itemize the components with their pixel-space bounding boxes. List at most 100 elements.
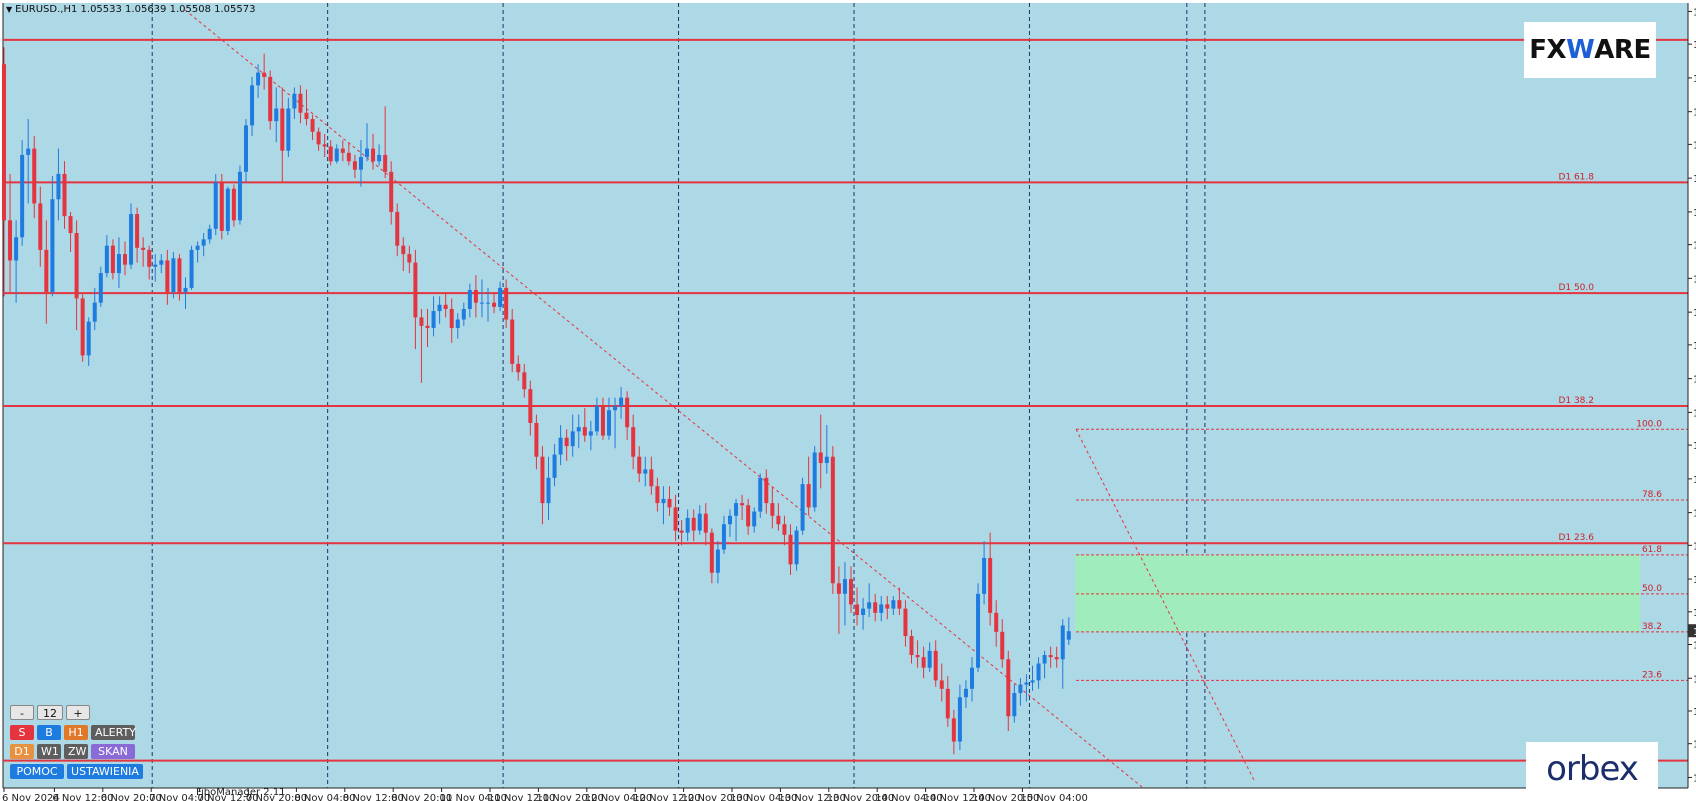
candle-body: [32, 148, 37, 204]
alerts-button[interactable]: ALERTY: [91, 725, 136, 740]
price-tick-label: 1.05195: [1693, 707, 1696, 718]
candle-body: [631, 427, 636, 457]
candle-body: [861, 608, 866, 615]
candle-body: [830, 456, 835, 584]
timeframe-d1-button[interactable]: D1: [10, 744, 34, 759]
zoom-minus-button[interactable]: -: [10, 705, 34, 720]
fib-level-label-5: 23.6: [1642, 670, 1662, 680]
candle-body: [982, 557, 987, 594]
price-tick-label: 1.07245: [1693, 274, 1696, 285]
candle-body: [159, 260, 164, 265]
timeframe-h1-button[interactable]: H1: [64, 725, 88, 740]
candle-body: [56, 173, 61, 200]
candle-body: [903, 608, 908, 637]
candle-body: [38, 203, 43, 250]
candle-body: [891, 600, 896, 609]
candle-body: [8, 220, 13, 261]
candle-body: [110, 245, 115, 274]
candle-body: [461, 308, 466, 320]
timeframe-w1-button[interactable]: W1: [37, 744, 61, 759]
price-tick-label: 1.05820: [1693, 575, 1696, 586]
candle-body: [244, 125, 248, 172]
candle-body: [812, 452, 817, 508]
candle-body: [292, 93, 297, 109]
candle-body: [213, 182, 218, 229]
candle-body: [673, 507, 678, 531]
time-axis-bg: [0, 788, 1688, 801]
price-axis-bg: [1688, 0, 1696, 801]
candle-body: [419, 317, 424, 326]
trade-row: S B H1 ALERTY: [10, 725, 136, 740]
sell-button[interactable]: S: [10, 725, 34, 740]
candle-body: [1018, 684, 1023, 694]
candle-body: [685, 517, 690, 533]
buy-button[interactable]: B: [37, 725, 61, 740]
d1-level-label-3: D1 38.2: [1558, 396, 1594, 406]
candle-body: [346, 152, 351, 162]
candle-body: [123, 254, 127, 265]
candle-body: [86, 321, 91, 356]
candle-body: [189, 249, 194, 288]
candle-body: [250, 85, 255, 126]
candle-body: [304, 112, 309, 120]
candle-body: [413, 262, 418, 318]
help-button[interactable]: POMOC: [10, 764, 64, 779]
time-tick-label: 14 Nov 20:00: [972, 793, 1039, 801]
candle-body: [340, 148, 345, 153]
candle-body: [885, 604, 890, 609]
zoom-value[interactable]: 12: [37, 705, 63, 720]
price-tick-label: 1.07085: [1693, 308, 1696, 319]
candle-body: [970, 667, 974, 689]
price-tick-label: 1.06770: [1693, 375, 1696, 386]
candle-body: [836, 583, 841, 594]
candle-body: [449, 308, 454, 328]
time-tick-label: 12 Nov 20:00: [682, 793, 749, 801]
time-tick-label: 14 Nov 04:00: [875, 793, 942, 801]
candle-body: [528, 389, 533, 423]
time-tick-label: 13 Nov 04:00: [730, 793, 797, 801]
candle-body: [734, 503, 739, 516]
candle-body: [1030, 680, 1035, 683]
candle-body: [867, 602, 872, 609]
zoom-plus-button[interactable]: +: [66, 705, 90, 720]
candle-body: [522, 372, 527, 390]
candle-body: [794, 530, 799, 565]
price-tick-label: 1.05040: [1693, 740, 1696, 751]
candle-body: [141, 247, 146, 250]
candle-body: [752, 511, 757, 527]
zw-button[interactable]: ZW: [64, 744, 88, 759]
candle-body: [504, 287, 509, 320]
candle-body: [486, 302, 490, 304]
candle-body: [219, 182, 224, 231]
candle-body: [44, 249, 49, 293]
timeframe-row: D1 W1 ZW SKAN: [10, 744, 135, 759]
candle-body: [467, 289, 472, 309]
candle-body: [721, 524, 726, 550]
time-tick-label: 7 Nov 04:00: [149, 793, 210, 801]
candle-body: [473, 289, 478, 303]
candle-body: [945, 688, 950, 719]
candle-body: [26, 148, 31, 155]
candle-body: [679, 530, 684, 533]
candle-body: [758, 477, 763, 512]
candle-body: [298, 93, 303, 113]
candle-body: [328, 146, 333, 162]
candle-body: [588, 431, 593, 436]
dropdown-triangle-icon[interactable]: ▼: [6, 5, 13, 14]
candle-body: [383, 154, 388, 172]
candle-body: [764, 477, 769, 504]
settings-button[interactable]: USTAWIENIA: [67, 764, 143, 779]
candle-body: [2, 64, 6, 221]
price-tick-label: 1.06135: [1693, 509, 1696, 520]
candle-body: [165, 260, 170, 293]
candle-body: [963, 688, 968, 698]
candle-body: [728, 515, 732, 525]
time-tick-label: 11 Nov 04:00: [440, 793, 507, 801]
candle-body: [619, 397, 624, 407]
scan-button[interactable]: SKAN: [91, 744, 135, 759]
time-tick-label: 14 Nov 12:00: [924, 793, 991, 801]
candle-body: [740, 503, 745, 506]
candle-body: [1066, 631, 1071, 640]
